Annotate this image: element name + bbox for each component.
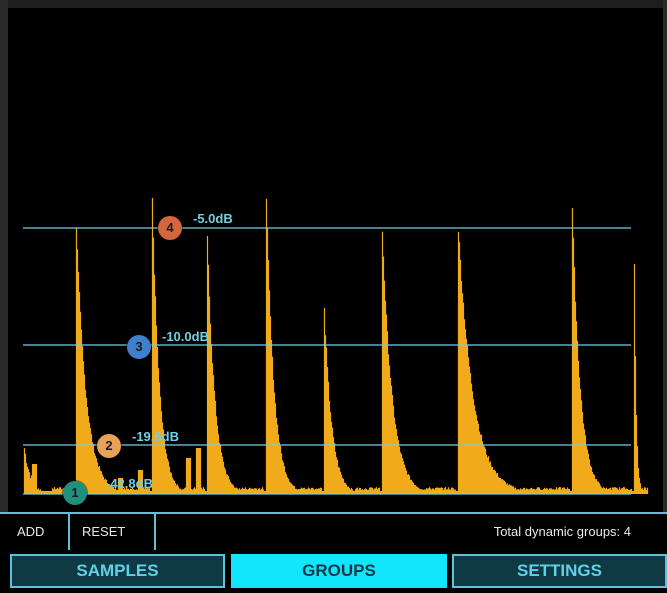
toolbar-divider (68, 514, 70, 550)
add-button[interactable]: ADD (17, 524, 45, 539)
tab-samples[interactable]: SAMPLES (10, 554, 225, 588)
waveform (23, 198, 649, 494)
group-marker-2[interactable]: 2 (97, 434, 121, 458)
threshold-label-2: -19.6dB (132, 429, 179, 444)
group-marker-4[interactable]: 4 (158, 216, 182, 240)
tab-bar: SAMPLES GROUPS SETTINGS (0, 550, 667, 593)
total-groups-count: Total dynamic groups: 4 (493, 524, 631, 539)
toolbar-divider (154, 514, 156, 550)
tab-groups[interactable]: GROUPS (231, 554, 447, 588)
frame-right (663, 0, 667, 512)
frame-left (0, 0, 8, 512)
group-marker-1[interactable]: 1 (63, 481, 87, 505)
groups-toolbar: ADD RESET Total dynamic groups: 4 (0, 512, 667, 550)
frame-top (0, 0, 667, 8)
reset-button[interactable]: RESET (82, 524, 126, 539)
threshold-label-3: -10.0dB (162, 329, 209, 344)
threshold-label-4: -5.0dB (193, 211, 233, 226)
waveform-view[interactable]: 1 -42.8dB 2 -19.6dB 3 -10.0dB 4 -5.0dB (8, 8, 663, 512)
group-marker-3[interactable]: 3 (127, 335, 151, 359)
waveform-canvas[interactable] (8, 8, 663, 512)
threshold-label-1: -42.8dB (106, 476, 153, 491)
tab-settings[interactable]: SETTINGS (452, 554, 667, 588)
